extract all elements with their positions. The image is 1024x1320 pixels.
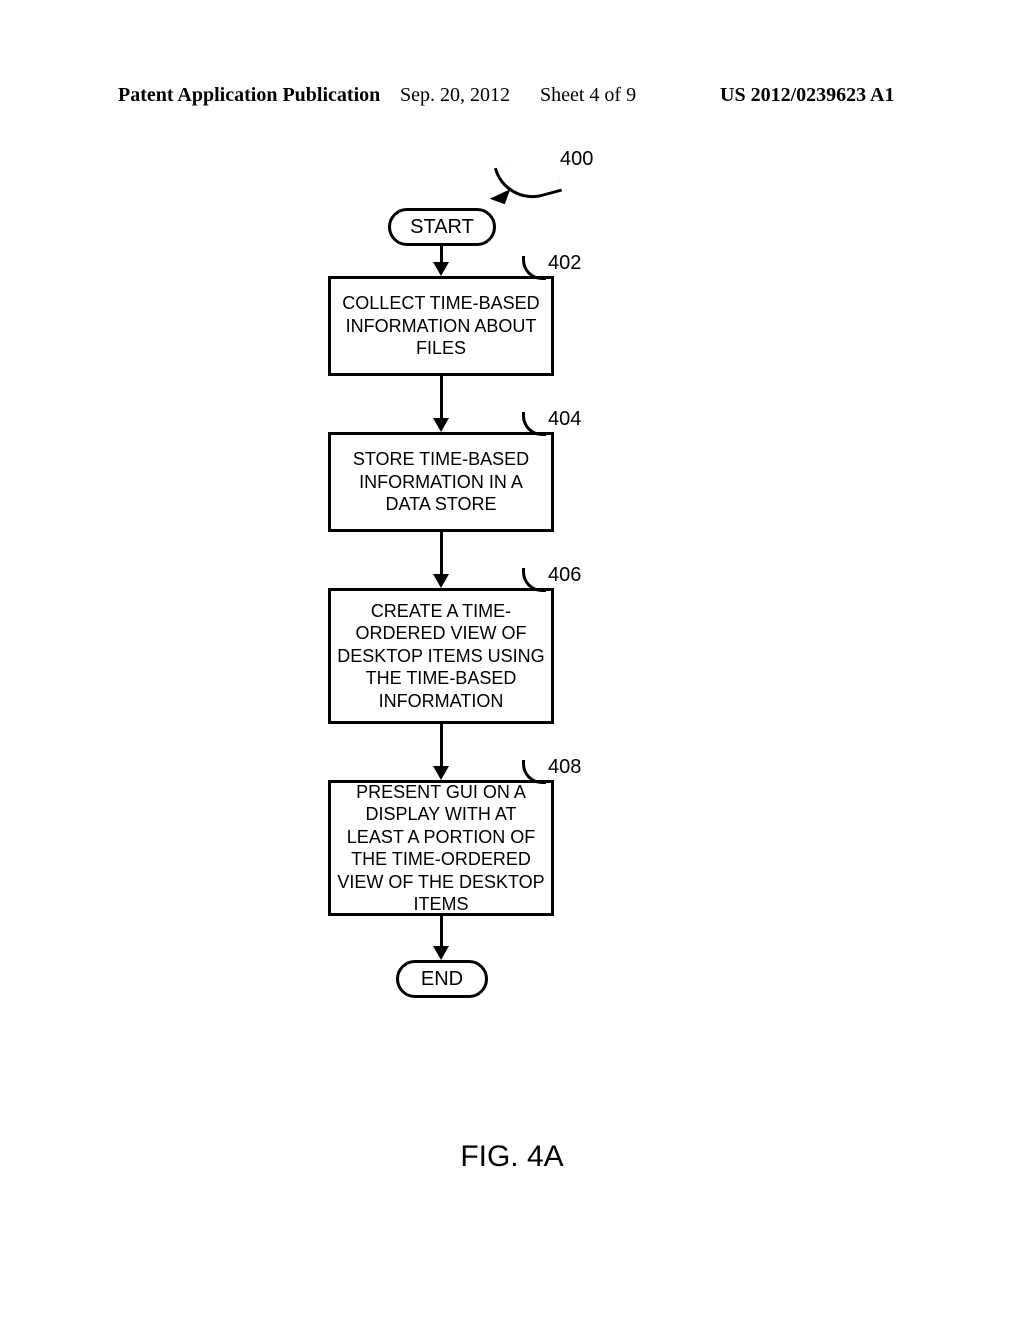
node-402: COLLECT TIME-BASED INFORMATION ABOUT FIL… <box>328 276 554 376</box>
edge-402-404 <box>440 376 443 420</box>
ref-400-label: 400 <box>560 148 593 171</box>
node-404-text: STORE TIME-BASED INFORMATION IN A DATA S… <box>337 448 545 516</box>
ref-402-label: 402 <box>548 252 581 275</box>
node-end-text: END <box>421 968 463 991</box>
edge-406-408 <box>440 724 443 768</box>
node-406-text: CREATE A TIME-ORDERED VIEW OF DESKTOP IT… <box>337 600 545 713</box>
node-start-text: START <box>410 216 474 239</box>
node-404: STORE TIME-BASED INFORMATION IN A DATA S… <box>328 432 554 532</box>
edge-404-406 <box>440 532 443 576</box>
edge-start-402-head <box>433 262 449 276</box>
node-402-text: COLLECT TIME-BASED INFORMATION ABOUT FIL… <box>337 292 545 360</box>
node-406: CREATE A TIME-ORDERED VIEW OF DESKTOP IT… <box>328 588 554 724</box>
ref-404-label: 404 <box>548 408 581 431</box>
node-end: END <box>396 960 488 998</box>
ref-408-label: 408 <box>548 756 581 779</box>
edge-408-end-head <box>433 946 449 960</box>
node-408-text: PRESENT GUI ON A DISPLAY WITH AT LEAST A… <box>337 781 545 916</box>
edge-402-404-head <box>433 418 449 432</box>
edge-406-408-head <box>433 766 449 780</box>
node-start: START <box>388 208 496 246</box>
ref-406-label: 406 <box>548 564 581 587</box>
edge-408-end <box>440 916 443 948</box>
edge-404-406-head <box>433 574 449 588</box>
node-408: PRESENT GUI ON A DISPLAY WITH AT LEAST A… <box>328 780 554 916</box>
flowchart-fig-4a: 400 START COLLECT TIME-BASED INFORMATION… <box>0 0 1024 1320</box>
figure-label: FIG. 4A <box>0 1140 1024 1174</box>
